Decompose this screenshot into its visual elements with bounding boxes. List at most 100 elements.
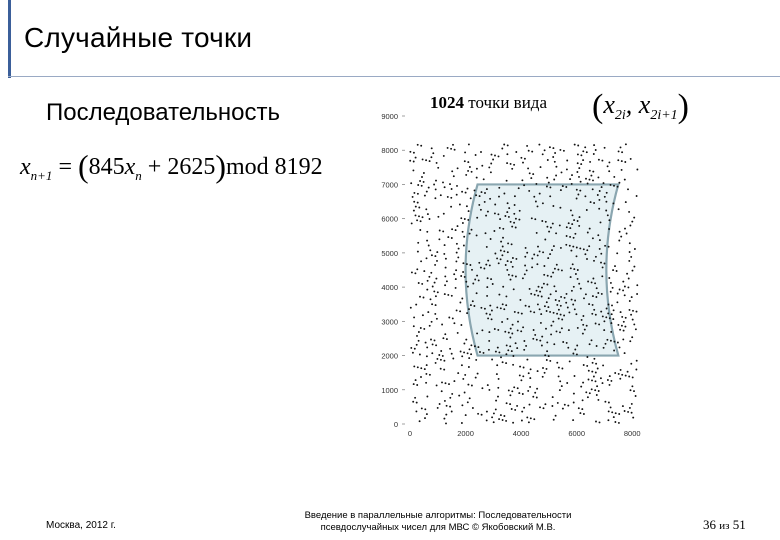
scatter-point xyxy=(598,421,601,424)
scatter-point xyxy=(529,310,532,313)
scatter-point xyxy=(460,275,463,277)
scatter-point xyxy=(521,393,524,395)
scatter-point xyxy=(509,220,512,223)
scatter-point xyxy=(505,304,508,307)
scatter-point xyxy=(410,346,413,349)
scatter-point xyxy=(538,143,541,146)
scatter-point xyxy=(582,364,585,366)
scatter-point xyxy=(596,367,599,370)
scatter-point xyxy=(612,202,615,205)
scatter-point xyxy=(592,179,594,182)
scatter-point xyxy=(627,277,630,280)
scatter-point xyxy=(451,392,454,395)
scatter-point xyxy=(417,184,420,186)
scatter-point xyxy=(496,257,499,260)
scatter-point xyxy=(494,203,497,206)
scatter-point xyxy=(486,277,489,280)
scatter-point xyxy=(572,392,575,395)
scatter-point xyxy=(584,146,587,149)
scatter-point xyxy=(549,359,552,362)
scatter-point xyxy=(592,277,595,280)
y-tick-label: 0 xyxy=(394,420,398,429)
scatter-point xyxy=(608,228,611,230)
scatter-point xyxy=(633,390,635,393)
scatter-point xyxy=(606,165,609,168)
scatter-point xyxy=(465,205,468,208)
scatter-point xyxy=(626,370,629,373)
scatter-point xyxy=(556,303,559,306)
scatter-point xyxy=(468,250,471,253)
scatter-point xyxy=(585,209,588,211)
scatter-point xyxy=(622,338,625,341)
scatter-point xyxy=(491,358,494,361)
recurrence-formula: xn+1 = (845xn + 2625)mod 8192 xyxy=(20,148,323,185)
scatter-point xyxy=(485,419,488,422)
scatter-point xyxy=(464,373,467,376)
scatter-point xyxy=(552,147,555,150)
scatter-point xyxy=(462,377,465,380)
scatter-point xyxy=(414,205,417,208)
scatter-point xyxy=(539,290,542,293)
scatter-point xyxy=(579,180,582,183)
scatter-point xyxy=(630,362,633,365)
scatter-point xyxy=(527,372,530,375)
scatter-point xyxy=(577,144,580,147)
scatter-point xyxy=(512,288,515,291)
scatter-point xyxy=(461,230,464,233)
scatter-point xyxy=(628,375,631,378)
scatter-point xyxy=(515,257,518,260)
scatter-point xyxy=(512,355,515,357)
scatter-point xyxy=(572,419,575,422)
scatter-point xyxy=(619,146,622,149)
scatter-point xyxy=(490,153,493,156)
title-accent-bar xyxy=(8,0,11,78)
scatter-point xyxy=(415,401,418,404)
scatter-point xyxy=(461,297,464,300)
scatter-point xyxy=(562,149,565,152)
scatter-point xyxy=(628,251,631,253)
scatter-point xyxy=(576,326,579,329)
scatter-point xyxy=(588,392,591,395)
scatter-point xyxy=(551,249,553,252)
scatter-point xyxy=(531,150,534,153)
scatter-point xyxy=(470,353,473,356)
scatter-point xyxy=(463,160,466,163)
scatter-point xyxy=(449,405,452,408)
scatter-point xyxy=(545,310,548,312)
scatter-point xyxy=(442,212,445,215)
scatter-point xyxy=(557,317,560,320)
scatter-point xyxy=(526,251,529,254)
scatter-point xyxy=(569,235,572,238)
scatter-point xyxy=(430,156,433,159)
scatter-point xyxy=(527,149,530,152)
scatter-point xyxy=(459,301,462,304)
scatter-point xyxy=(523,348,526,351)
scatter-point xyxy=(612,309,615,312)
scatter-point xyxy=(499,249,502,252)
scatter-point xyxy=(552,205,555,207)
scatter-point xyxy=(425,257,428,260)
footer-course-line-1: Введение в параллельные алгоритмы: После… xyxy=(304,510,572,521)
scatter-point xyxy=(511,274,514,277)
scatter-point xyxy=(420,407,423,410)
scatter-point xyxy=(412,400,415,403)
scatter-point xyxy=(444,257,447,260)
scatter-point xyxy=(501,245,504,248)
scatter-point xyxy=(490,162,493,165)
scatter-point xyxy=(594,371,597,374)
scatter-point xyxy=(574,232,577,235)
scatter-point xyxy=(600,252,603,255)
scatter-point xyxy=(522,366,525,369)
scatter-point xyxy=(608,383,611,386)
scatter-point xyxy=(586,182,589,185)
scatter-point xyxy=(425,208,428,211)
scatter-point xyxy=(493,230,496,232)
scatter-point xyxy=(631,269,634,272)
scatter-point xyxy=(543,371,546,374)
scatter-point xyxy=(546,341,549,344)
scatter-point xyxy=(568,244,571,247)
scatter-point xyxy=(453,322,456,325)
scatter-point xyxy=(508,207,511,210)
scatter-point xyxy=(624,201,627,204)
scatter-point xyxy=(605,191,608,194)
